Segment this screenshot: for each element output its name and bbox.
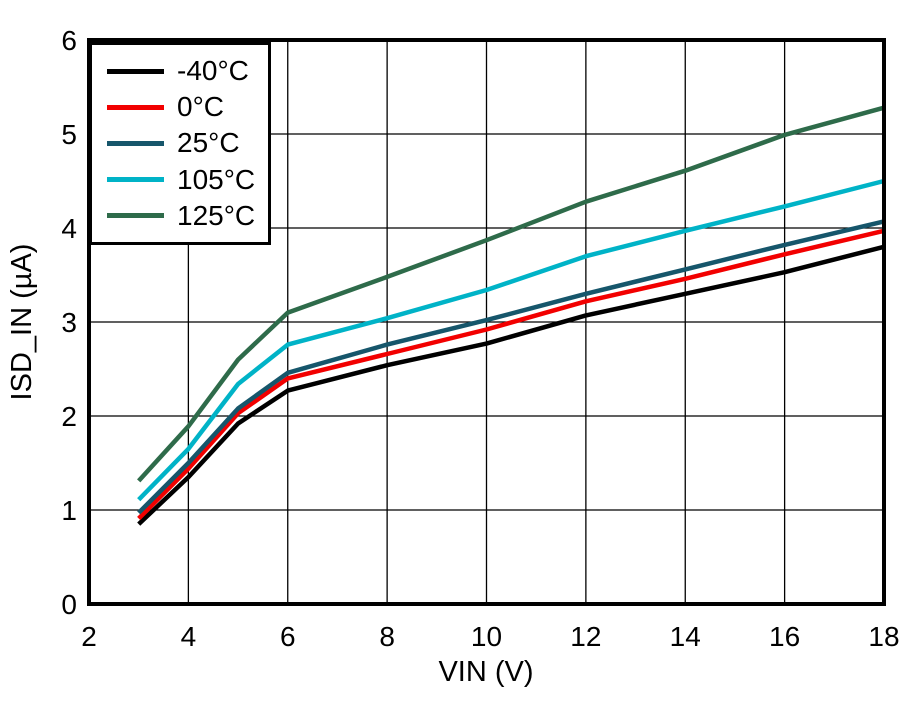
y-tick-label: 4: [61, 213, 77, 244]
x-tick-label: 6: [280, 621, 296, 652]
series--40°C: [137, 244, 885, 526]
legend-label: -40°C: [177, 55, 249, 87]
x-axis-title: VIN (V): [438, 656, 533, 688]
x-tick-label: 14: [670, 621, 701, 652]
legend-swatch: [107, 104, 164, 110]
legend-item: 125°C: [107, 199, 268, 231]
y-tick-label: 0: [61, 589, 77, 620]
legend-label: 125°C: [177, 199, 256, 231]
y-tick-label: 6: [61, 25, 77, 56]
legend: -40°C 0°C 25°C 105°C 125°C: [89, 42, 271, 245]
y-tick-label: 2: [61, 401, 77, 432]
data-series: [137, 105, 885, 526]
x-tick-label: 12: [570, 621, 601, 652]
series-105°C: [137, 178, 885, 502]
x-tick-label: 10: [471, 621, 502, 652]
legend-swatch: [107, 140, 164, 146]
y-axis-title: ISD_IN (µA): [6, 244, 38, 401]
legend-swatch: [107, 68, 164, 74]
legend-label: 0°C: [177, 91, 224, 123]
y-tick-label: 5: [61, 119, 77, 150]
legend-swatch: [107, 213, 164, 219]
x-axis-tick-labels: 2 4 6 8 10 12 14 16 18: [81, 621, 899, 652]
legend-label: 25°C: [177, 127, 240, 159]
legend-item: 25°C: [107, 129, 268, 157]
series-0°C: [137, 228, 885, 521]
legend-item: 0°C: [107, 93, 268, 121]
legend-label: 105°C: [177, 163, 256, 195]
series-125°C: [137, 105, 885, 483]
legend-item: -40°C: [107, 57, 268, 85]
x-tick-label: 8: [379, 621, 395, 652]
y-axis-tick-labels: 0 1 2 3 4 5 6: [61, 25, 77, 620]
x-tick-label: 2: [81, 621, 97, 652]
x-tick-label: 4: [181, 621, 197, 652]
x-tick-label: 16: [769, 621, 800, 652]
y-tick-label: 1: [61, 495, 77, 526]
x-tick-label: 18: [868, 621, 899, 652]
legend-swatch: [107, 177, 164, 183]
legend-item: 105°C: [107, 163, 268, 195]
y-tick-label: 3: [61, 307, 77, 338]
series-25°C: [137, 219, 885, 515]
plot-frame: [87, 38, 886, 606]
